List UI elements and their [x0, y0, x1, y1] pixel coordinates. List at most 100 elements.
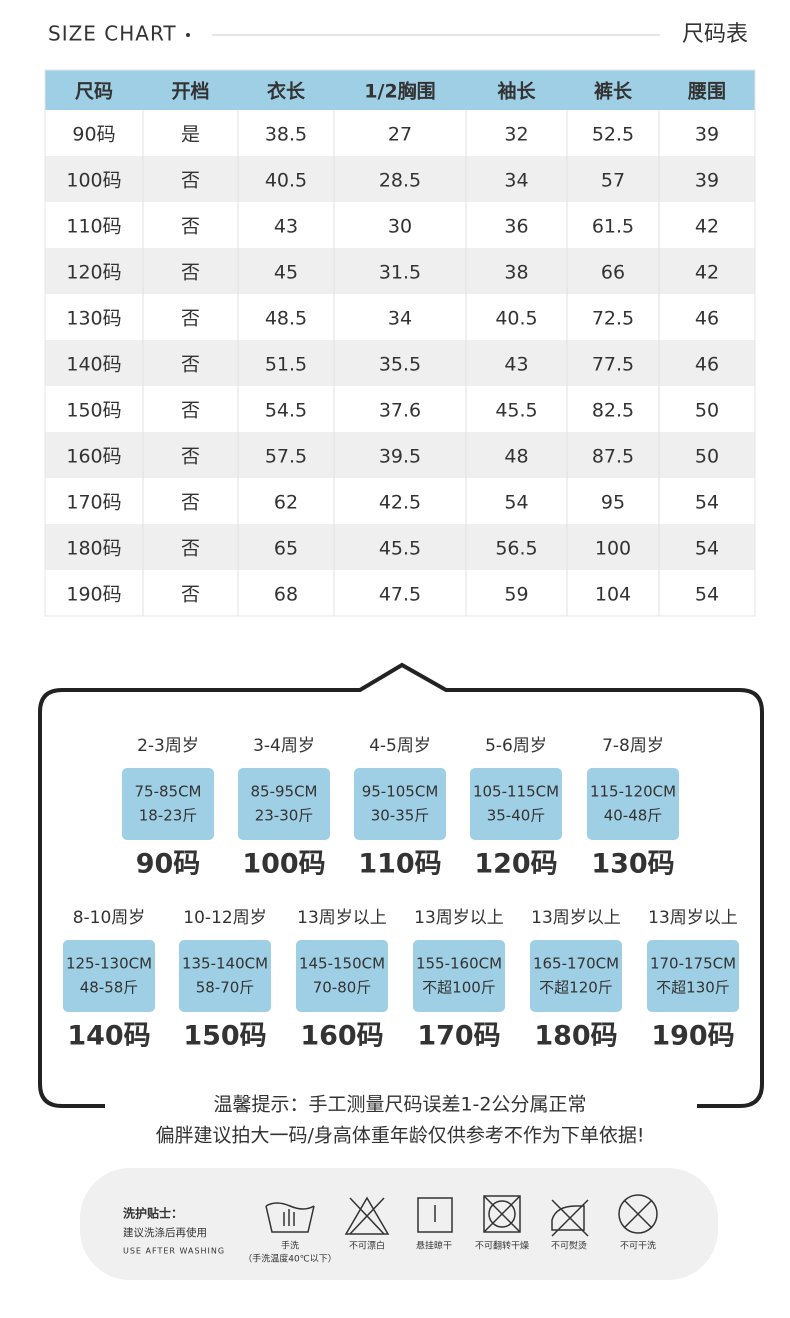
table-cell: 54	[504, 492, 528, 514]
height-range: 135-140CM	[182, 955, 268, 973]
table-row-bg	[45, 524, 755, 570]
table-cell: 39.5	[379, 446, 421, 468]
care-icons	[265, 1194, 658, 1237]
size-label: 180码	[534, 1021, 617, 1052]
table-row-bg	[45, 294, 755, 340]
table-cell: 48.5	[265, 308, 307, 330]
icon-hand	[283, 1209, 295, 1226]
icon-no-bleach	[344, 1196, 390, 1235]
icon-x	[483, 1195, 521, 1233]
care-label: 不可干洗	[620, 1240, 656, 1252]
size-box	[530, 940, 622, 1012]
table-cell: 62	[274, 492, 298, 514]
table-cell: 否	[181, 354, 200, 376]
table-cell: 140码	[66, 354, 121, 376]
table-cell: 37.6	[379, 400, 421, 422]
table-cell: 48	[504, 446, 528, 468]
table-cell: 34	[504, 170, 528, 192]
age-label: 13周岁以上	[648, 908, 738, 928]
table-cell: 54.5	[265, 400, 307, 422]
height-range: 165-170CM	[533, 955, 619, 973]
age-label: 13周岁以上	[414, 908, 504, 928]
care-label: 不可熨烫	[551, 1240, 587, 1252]
icon-handwash	[265, 1202, 315, 1233]
table-cell: 45.5	[379, 538, 421, 560]
table-cell: 否	[181, 170, 200, 192]
table-cell: 52.5	[592, 124, 634, 146]
table-row-bg	[45, 386, 755, 432]
table-cell: 95	[601, 492, 625, 514]
weight-range: 30-35斤	[371, 807, 430, 825]
table-cell: 61.5	[592, 216, 634, 238]
table-cell: 57	[601, 170, 625, 192]
table-cell: 40.5	[265, 170, 307, 192]
table-cell: 否	[181, 400, 200, 422]
table-header-cell: 1/2胸围	[364, 80, 435, 103]
age-label: 5-6周岁	[485, 736, 547, 756]
age-label: 2-3周岁	[137, 736, 199, 756]
age-label: 4-5周岁	[369, 736, 431, 756]
table-cell: 120码	[66, 262, 121, 284]
table-cell: 59	[504, 584, 528, 606]
table-cell: 42	[695, 262, 719, 284]
care-note: （手洗温度40℃以下）	[243, 1253, 337, 1265]
age-label: 3-4周岁	[253, 736, 315, 756]
table-cell: 39	[695, 124, 719, 146]
table-header-cell: 尺码	[75, 81, 113, 103]
icon-no-tumble	[483, 1195, 521, 1233]
care-subtitle-en: USE AFTER WASHING	[123, 1247, 225, 1256]
table-cell: 90码	[72, 124, 115, 146]
table-row-bg	[45, 110, 755, 156]
height-range: 170-175CM	[650, 955, 736, 973]
weight-range: 40-48斤	[604, 807, 663, 825]
size-box	[296, 940, 388, 1012]
table-cell: 110码	[66, 216, 121, 238]
size-box	[647, 940, 739, 1012]
table-cell: 40.5	[495, 308, 537, 330]
size-box	[470, 768, 562, 840]
table-row-bg	[45, 202, 755, 248]
size-box	[63, 940, 155, 1012]
care-title: 洗护贴士：	[123, 1206, 183, 1221]
age-label: 7-8周岁	[602, 736, 664, 756]
weight-range: 70-80斤	[313, 979, 372, 997]
table-cell: 190码	[66, 584, 121, 606]
title-en: SIZE CHART	[48, 22, 177, 46]
icon-no-dryclean	[618, 1194, 658, 1234]
table-header-cell: 开档	[171, 80, 209, 103]
height-range: 75-85CM	[134, 783, 201, 801]
table-cell: 56.5	[495, 538, 537, 560]
table-header-cell: 袖长	[497, 80, 536, 103]
table-cell: 否	[181, 538, 200, 560]
size-label: 130码	[591, 849, 674, 880]
table-row-bg	[45, 570, 755, 616]
table-cell: 否	[181, 584, 200, 606]
table-cell: 否	[181, 446, 200, 468]
table-cell: 35.5	[379, 354, 421, 376]
age-label: 10-12周岁	[183, 908, 266, 928]
table-row-bg	[45, 248, 755, 294]
care-panel	[80, 1168, 718, 1280]
care-label: 不可漂白	[349, 1240, 385, 1252]
size-box	[238, 768, 330, 840]
table-cell: 否	[181, 492, 200, 514]
table-header-cell: 腰围	[687, 81, 726, 103]
table-cell: 72.5	[592, 308, 634, 330]
height-range: 115-120CM	[590, 783, 676, 801]
care-label: 不可翻转干燥	[475, 1240, 529, 1252]
table-cell: 100码	[66, 170, 121, 192]
table-cell: 160码	[66, 446, 121, 468]
icon-circle	[488, 1200, 516, 1228]
table-cell: 77.5	[592, 354, 634, 376]
table-cell: 46	[695, 308, 719, 330]
size-box	[354, 768, 446, 840]
size-label: 120码	[474, 849, 557, 880]
weight-range: 48-58斤	[80, 979, 139, 997]
table-cell: 51.5	[265, 354, 307, 376]
table-cell: 43	[504, 354, 528, 376]
table-cell: 54	[695, 584, 719, 606]
size-label: 150码	[183, 1021, 266, 1052]
age-label: 13周岁以上	[531, 908, 621, 928]
size-box	[179, 940, 271, 1012]
